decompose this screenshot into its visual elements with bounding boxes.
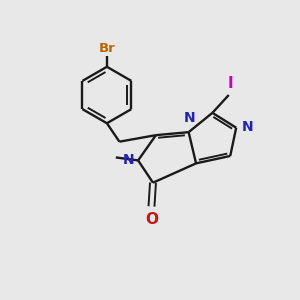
Text: N: N (123, 153, 134, 167)
Text: O: O (145, 212, 158, 227)
Text: I: I (227, 76, 233, 91)
Text: Br: Br (98, 43, 115, 56)
Text: N: N (183, 111, 195, 125)
Text: N: N (242, 120, 253, 134)
